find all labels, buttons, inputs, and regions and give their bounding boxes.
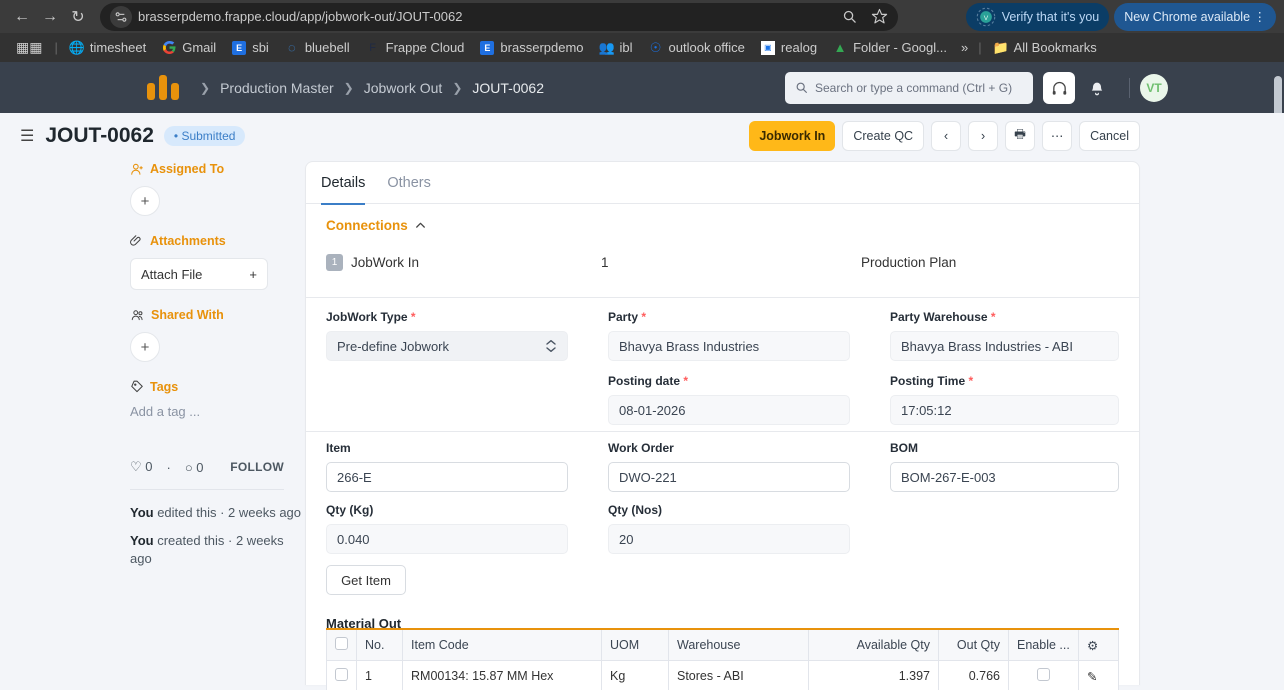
svg-text:V: V: [983, 14, 988, 21]
